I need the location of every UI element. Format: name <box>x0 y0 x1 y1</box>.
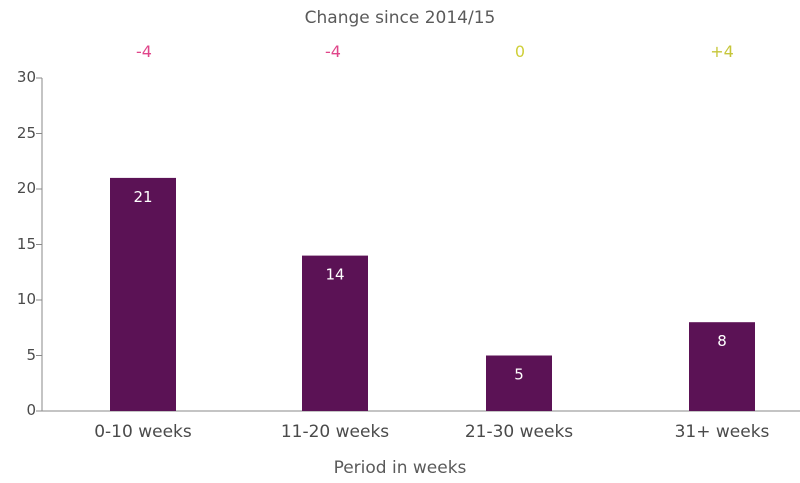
bar-value-label: 8 <box>717 332 727 350</box>
y-tick-label: 20 <box>16 179 36 197</box>
bar-value-label: 5 <box>514 366 524 384</box>
bar-value-label: 14 <box>325 266 344 284</box>
bar-value-label: 21 <box>133 188 152 206</box>
x-tick-label-31-plus-weeks: 31+ weeks <box>674 422 770 442</box>
bar-3 <box>486 355 552 411</box>
change-label-0-10-weeks: -4 <box>136 42 152 61</box>
y-tick-label: 30 <box>16 68 36 86</box>
bar-4 <box>689 322 755 411</box>
change-label-31-plus-weeks: +4 <box>710 42 734 61</box>
bar-1 <box>110 177 176 411</box>
bars: 21 14 5 8 <box>110 177 755 411</box>
y-tick-label: 15 <box>16 234 36 253</box>
y-tick-label: 5 <box>26 345 36 364</box>
y-tick-label: 0 <box>26 401 36 419</box>
bar-2 <box>302 255 368 411</box>
x-tick-label-11-20-weeks: 11-20 weeks <box>280 422 390 442</box>
y-axis-ticks <box>36 77 42 412</box>
y-tick-label: 10 <box>16 290 36 308</box>
change-label-21-30-weeks: 0 <box>514 42 526 61</box>
x-tick-label-0-10-weeks: 0-10 weeks <box>94 422 192 442</box>
y-tick-label: 25 <box>16 123 36 142</box>
x-tick-label-21-30-weeks: 21-30 weeks <box>464 422 574 442</box>
change-label-11-20-weeks: -4 <box>325 42 341 61</box>
x-axis-title: Period in weeks <box>333 458 467 478</box>
change-title: Change since 2014/15 <box>304 8 496 28</box>
